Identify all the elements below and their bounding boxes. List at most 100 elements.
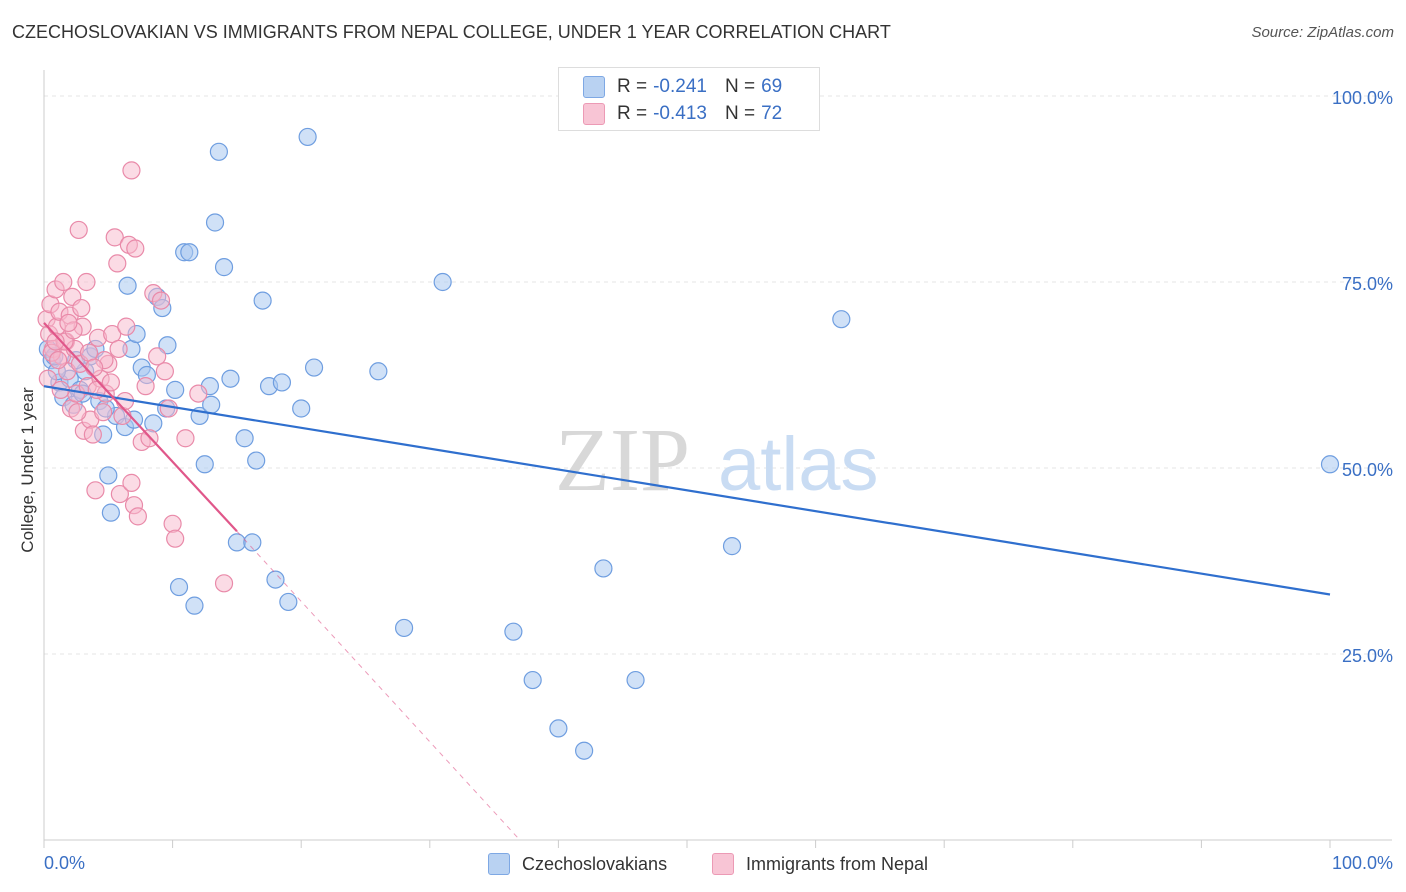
y-tick-label: 25.0% [1342,646,1393,666]
data-point [504,622,523,641]
pink-swatch-icon [583,103,605,125]
data-point [279,592,298,612]
data-point [166,380,185,399]
data-point [144,414,163,433]
legend-item-nepal[interactable]: Immigrants from Nepal [712,852,928,876]
data-point [110,484,129,504]
chart-title: CZECHOSLOVAKIAN VS IMMIGRANTS FROM NEPAL… [12,22,891,42]
data-point [101,503,120,522]
data-point [209,142,228,161]
axes [43,70,1392,841]
legend-label: Czechoslovakians [522,853,668,874]
x-tick-label: 0.0% [44,853,85,873]
data-point [205,213,225,232]
data-point [46,332,65,351]
data-point [272,373,292,392]
trendline-nepal [43,322,238,532]
series-nepal-points [37,161,234,593]
stats-legend: R = -0.241 N = 69 R = -0.413 N = 72 [558,67,820,131]
data-point [128,507,147,526]
data-point [109,339,128,359]
n-value: 72 [761,103,783,124]
data-point [59,313,78,333]
data-point [99,466,118,485]
y-tick-label: 75.0% [1342,274,1393,294]
data-point [94,403,113,422]
data-point [180,243,199,262]
data-point [85,358,104,377]
data-point [113,406,132,426]
watermark-zip: ZIP [555,411,690,510]
data-point [722,537,742,556]
data-point [176,429,195,448]
data-point [151,291,171,310]
r-value: -0.413 [653,103,707,124]
data-point [575,741,594,760]
x-tick-label: 100.0% [1332,853,1393,873]
data-point [86,481,105,500]
data-point [108,254,127,273]
data-point [72,298,91,318]
legend-item-czechoslovakians[interactable]: Czechoslovakians [488,852,667,876]
blue-swatch-icon [488,853,510,875]
stats-legend-row-nepal: R = -0.413 N = 72 [583,102,782,126]
data-point [105,228,124,247]
data-point [253,291,272,310]
data-point [832,310,851,329]
data-point [247,451,266,470]
data-point [83,425,102,444]
watermark-atlas: atlas [718,422,879,507]
r-value: -0.241 [653,76,707,97]
data-point [77,272,96,292]
data-point [136,377,155,396]
data-point [122,473,141,492]
data-point [394,618,414,638]
data-point [523,670,542,690]
data-point [69,220,88,240]
data-point [185,596,204,615]
data-point [369,362,388,381]
grid-lines [44,95,1392,655]
axis-ticks: 25.0% 50.0% 75.0% 100.0% 0.0% 100.0% [43,88,1393,873]
data-point [148,347,167,366]
data-point [235,429,254,448]
data-point [155,362,174,381]
data-point [214,258,234,277]
data-point [292,399,311,418]
watermark: ZIP atlas [555,411,879,510]
trendlines [43,322,1331,841]
pink-swatch-icon [712,853,734,875]
data-point [594,559,613,578]
trendline-nepal-extension [236,530,521,841]
data-point [126,239,145,258]
stats-legend-row-czechoslovakians: R = -0.241 N = 69 [583,75,782,99]
blue-swatch-icon [583,76,605,98]
data-point [626,670,645,690]
data-point [227,533,246,552]
trendline-czechoslovakians [43,385,1331,596]
n-value: 69 [761,76,783,97]
r-label: R = [617,103,648,124]
legend-label: Immigrants from Nepal [746,853,929,874]
data-point [243,533,262,552]
data-point [101,373,120,392]
y-tick-label: 100.0% [1332,88,1393,108]
data-point [117,317,136,336]
source-credit: Source: ZipAtlas.com [1251,24,1394,41]
data-point [159,399,178,418]
data-point [433,272,452,292]
data-point [49,351,68,370]
data-point [118,276,137,295]
data-point [163,514,182,533]
data-point [266,570,285,589]
data-point [166,529,185,548]
data-point [122,161,141,180]
data-point [221,369,240,388]
r-label: R = [617,76,648,97]
n-label: N = [724,76,756,97]
data-point [214,574,234,593]
data-point [304,358,324,377]
y-axis-title: College, Under 1 year [18,387,37,553]
data-point [298,127,317,147]
